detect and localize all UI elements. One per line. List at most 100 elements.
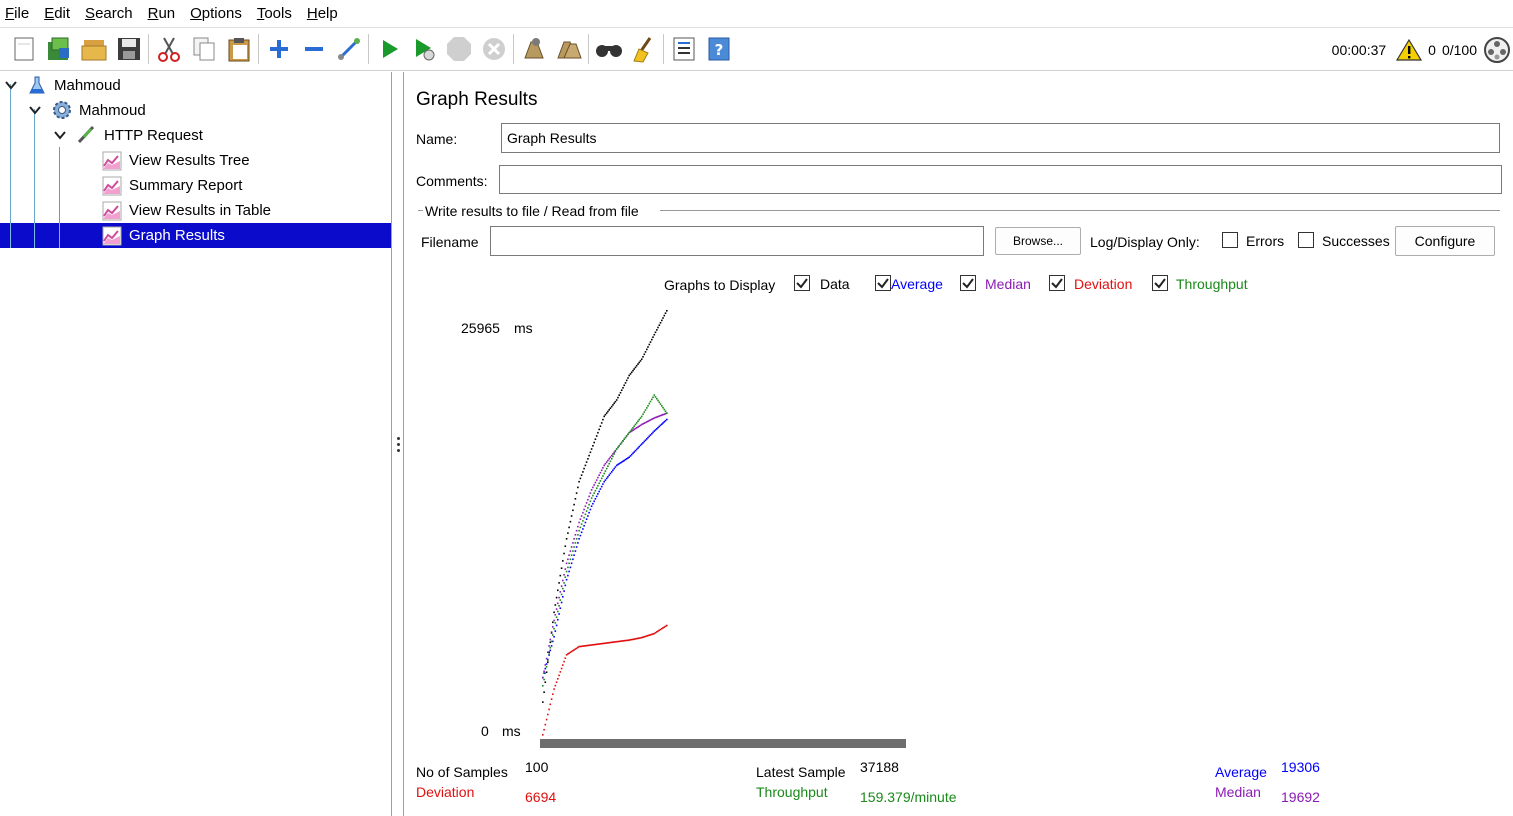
stop-icon[interactable] — [444, 34, 474, 64]
menu-tools[interactable]: Tools — [252, 5, 298, 22]
templates-icon[interactable] — [44, 34, 74, 64]
data-point-data — [623, 384, 625, 387]
filename-field[interactable] — [490, 226, 984, 256]
open-icon[interactable] — [79, 34, 109, 64]
copy-icon[interactable] — [189, 34, 219, 64]
data-point-median — [573, 538, 575, 540]
configure-button[interactable]: Configure — [1395, 226, 1495, 256]
errors-checkbox[interactable] — [1222, 232, 1238, 248]
data-point-throughput — [605, 467, 608, 470]
data-point-deviation — [630, 638, 633, 641]
start-no-pauses-icon[interactable] — [409, 34, 439, 64]
tree-item-view-results-in-table[interactable]: View Results in Table — [0, 198, 391, 223]
data-point-deviation — [635, 637, 638, 640]
data-point-throughput — [649, 400, 652, 403]
data-point-throughput — [646, 407, 648, 409]
tree-item-test-plan[interactable]: Mahmoud — [0, 73, 391, 98]
data-point-median — [558, 596, 560, 599]
clear-all-icon[interactable] — [554, 34, 584, 64]
graph-scrollbar[interactable] — [540, 739, 906, 748]
menu-options[interactable]: Options — [185, 5, 248, 22]
data-point-data — [603, 415, 605, 418]
data-point-deviation — [658, 629, 661, 632]
name-field[interactable]: Graph Results — [501, 123, 1500, 153]
menu-search[interactable]: Search — [80, 5, 139, 22]
test-plan-tree: Mahmoud Mahmoud HTTP Request View Result… — [0, 72, 391, 816]
data-point-deviation — [554, 684, 557, 687]
data-point-deviation — [643, 636, 646, 638]
data-point-throughput — [563, 582, 565, 584]
graph-option-deviation-checkbox[interactable] — [1049, 275, 1065, 291]
median-value: 19692 — [1281, 789, 1320, 805]
warning-count: 0 — [1428, 41, 1436, 58]
toggle-icon[interactable] — [334, 34, 364, 64]
tree-item-view-results-tree[interactable]: View Results Tree — [0, 148, 391, 173]
data-point-median — [563, 574, 565, 576]
clear-icon[interactable] — [519, 34, 549, 64]
menu-edit[interactable]: Edit — [39, 5, 76, 22]
panel-splitter[interactable] — [391, 72, 404, 816]
checkmark-icon — [962, 278, 974, 289]
data-point-average — [634, 449, 637, 452]
data-point-deviation — [599, 643, 602, 645]
data-point-average — [552, 640, 554, 643]
tree-item-http-request[interactable]: HTTP Request — [0, 123, 391, 148]
data-point-average — [646, 438, 648, 440]
data-point-data — [630, 371, 633, 374]
data-point-deviation — [653, 632, 656, 635]
data-point-throughput — [560, 593, 563, 596]
graph-option-data-checkbox[interactable] — [794, 275, 810, 291]
chevron-down-icon[interactable] — [4, 78, 18, 92]
save-icon[interactable] — [114, 34, 144, 64]
data-point-median — [589, 492, 592, 494]
start-icon[interactable] — [374, 34, 404, 64]
search-icon[interactable] — [594, 34, 624, 64]
tree-item-thread-group[interactable]: Mahmoud — [0, 98, 391, 123]
data-point-deviation — [557, 678, 559, 680]
tree-item-graph-results[interactable]: Graph Results — [0, 223, 391, 248]
data-point-data — [577, 486, 579, 489]
shutdown-icon[interactable] — [479, 34, 509, 64]
browse-button[interactable]: Browse... — [995, 227, 1081, 255]
deviation-label: Deviation — [416, 784, 475, 800]
data-point-data — [560, 567, 563, 569]
data-point-average — [592, 502, 594, 505]
data-point-average — [597, 493, 599, 495]
tree-item-summary-report[interactable]: Summary Report — [0, 173, 391, 198]
function-helper-icon[interactable] — [669, 34, 699, 64]
data-point-throughput — [639, 417, 642, 419]
expand-icon[interactable] — [264, 34, 294, 64]
new-icon[interactable] — [9, 34, 39, 64]
graph-option-throughput-checkbox[interactable] — [1152, 275, 1168, 291]
paste-icon[interactable] — [224, 34, 254, 64]
comments-field[interactable] — [499, 165, 1502, 194]
graph-option-median-checkbox[interactable] — [960, 275, 976, 291]
graph-option-average-checkbox[interactable] — [875, 275, 891, 291]
data-point-data — [642, 356, 644, 358]
data-point-median — [570, 546, 573, 548]
data-point-deviation — [640, 636, 643, 639]
menu-run[interactable]: Run — [143, 5, 182, 22]
data-point-average — [659, 424, 662, 427]
data-point-data — [563, 552, 565, 555]
menu-help[interactable]: Help — [302, 5, 344, 22]
successes-checkbox[interactable] — [1298, 232, 1314, 248]
chevron-down-icon[interactable] — [53, 128, 67, 142]
warning-icon[interactable] — [1396, 38, 1423, 62]
data-point-average — [595, 495, 598, 498]
data-point-data — [594, 438, 597, 440]
data-point-data — [647, 346, 649, 348]
cut-icon[interactable] — [154, 34, 184, 64]
help-icon[interactable]: ? — [704, 34, 734, 64]
reset-search-icon[interactable] — [629, 34, 659, 64]
collapse-icon[interactable] — [299, 34, 329, 64]
chevron-down-icon[interactable] — [28, 103, 42, 117]
data-point-data — [648, 343, 651, 346]
data-point-throughput — [557, 610, 559, 613]
data-point-deviation — [587, 644, 589, 647]
data-point-average — [590, 505, 593, 507]
data-point-throughput — [577, 534, 579, 536]
data-point-median — [633, 428, 635, 431]
menu-file[interactable]: File — [0, 5, 35, 22]
data-point-throughput — [593, 492, 595, 494]
